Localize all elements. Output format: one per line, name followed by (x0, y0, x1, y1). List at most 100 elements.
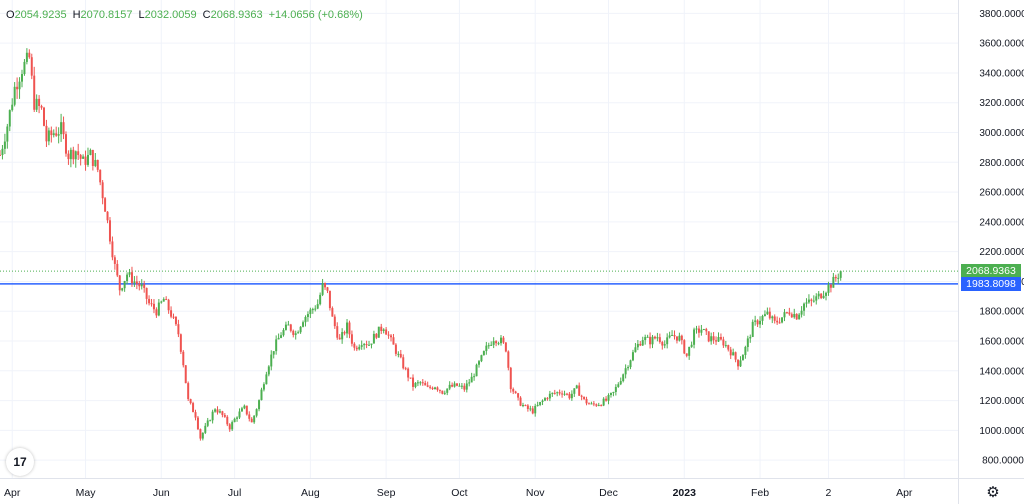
candle-body (250, 418, 253, 423)
candle-body (206, 420, 209, 426)
candle-body (33, 75, 36, 110)
candle-body (172, 316, 175, 318)
candle-body (695, 328, 698, 330)
candle-body (453, 383, 456, 387)
candle-body (749, 336, 752, 339)
candle-body (148, 298, 151, 304)
candle-body (756, 320, 759, 325)
candle-body (18, 81, 21, 90)
candle-body (426, 385, 429, 387)
gear-icon[interactable]: ⚙ (986, 484, 1000, 501)
candle-body (341, 332, 344, 340)
low-value: L2032.0059 (138, 9, 197, 21)
candle-body (663, 344, 666, 346)
candle-body (121, 288, 124, 291)
candle-body (116, 263, 119, 276)
candle-body (578, 385, 581, 396)
candle-body (661, 342, 664, 346)
candle-body (790, 314, 793, 318)
candle-body (729, 349, 732, 356)
candle-body (199, 429, 202, 439)
x-tick-label: Sep (377, 487, 396, 499)
y-tick-label: 1200.0000 (979, 396, 1024, 407)
candle-body (558, 392, 561, 394)
candle-body (514, 391, 517, 394)
candle-body (16, 86, 19, 90)
candle-body (38, 98, 41, 107)
candle-body (690, 344, 693, 347)
candle-body (737, 359, 740, 367)
candle-body (184, 365, 187, 384)
candle-body (573, 388, 576, 394)
y-tick-label: 1800.0000 (979, 307, 1024, 318)
candle-body (287, 324, 290, 326)
candle-body (407, 368, 410, 378)
candle-body (585, 398, 588, 404)
x-tick-label: Dec (599, 487, 618, 499)
candle-body (600, 405, 603, 407)
candle-body (434, 387, 437, 390)
candle-body (302, 322, 305, 327)
candle-body (519, 397, 522, 406)
tradingview-logo[interactable]: 17 (6, 448, 34, 476)
candle-body (123, 281, 126, 289)
candle-body (409, 377, 412, 379)
candle-body (194, 412, 197, 418)
candle-body (309, 309, 312, 315)
candle-body (543, 398, 546, 401)
candle-body (245, 405, 248, 415)
candle-body (209, 420, 212, 422)
candle-body (609, 392, 612, 395)
candle-body (438, 389, 441, 391)
candle-body (793, 313, 796, 318)
candle-body (827, 284, 830, 293)
candle-body (45, 125, 48, 142)
candle-body (277, 337, 280, 340)
candle-body (702, 329, 705, 331)
candle-body (834, 276, 837, 279)
candle-body (812, 300, 815, 302)
ohlc-legend: O2054.9235 H2070.8157 L2032.0059 C2068.9… (6, 9, 363, 21)
candle-body (255, 409, 258, 416)
candle-body (280, 335, 283, 338)
candle-body (715, 340, 718, 342)
candle-body (507, 351, 510, 368)
candle-body (565, 393, 568, 395)
candle-body (641, 340, 644, 346)
candle-body (597, 405, 600, 407)
candle-body (416, 382, 419, 384)
candle-body (617, 384, 620, 387)
candle-body (697, 328, 700, 333)
candle-body (204, 425, 207, 433)
candle-body (214, 409, 217, 412)
candle-body (800, 310, 803, 315)
candle-body (40, 106, 43, 108)
candle-body (238, 411, 241, 418)
candle-body (331, 308, 334, 317)
candle-body (817, 293, 820, 297)
y-tick-label: 2600.0000 (979, 188, 1024, 199)
y-tick-label: 3200.0000 (979, 98, 1024, 109)
candle-body (644, 337, 647, 341)
candle-body (688, 346, 691, 356)
candle-body (218, 411, 221, 413)
y-tick-label: 3600.0000 (979, 39, 1024, 50)
candle-body (25, 52, 28, 62)
candle-body (28, 52, 31, 58)
candle-body (314, 308, 317, 310)
candle-body (258, 400, 261, 410)
high-value: H2070.8157 (72, 9, 133, 21)
candle-body (414, 382, 417, 387)
candle-body (11, 104, 14, 111)
x-tick-label: May (76, 487, 97, 499)
candle-body (592, 403, 595, 405)
candle-body (392, 337, 395, 345)
candle-body (551, 392, 554, 394)
candle-body (803, 303, 806, 311)
candle-body (539, 401, 542, 405)
candle-body (590, 403, 593, 405)
candle-body (468, 382, 471, 384)
candle-body (509, 367, 512, 390)
candle-body (338, 337, 341, 340)
